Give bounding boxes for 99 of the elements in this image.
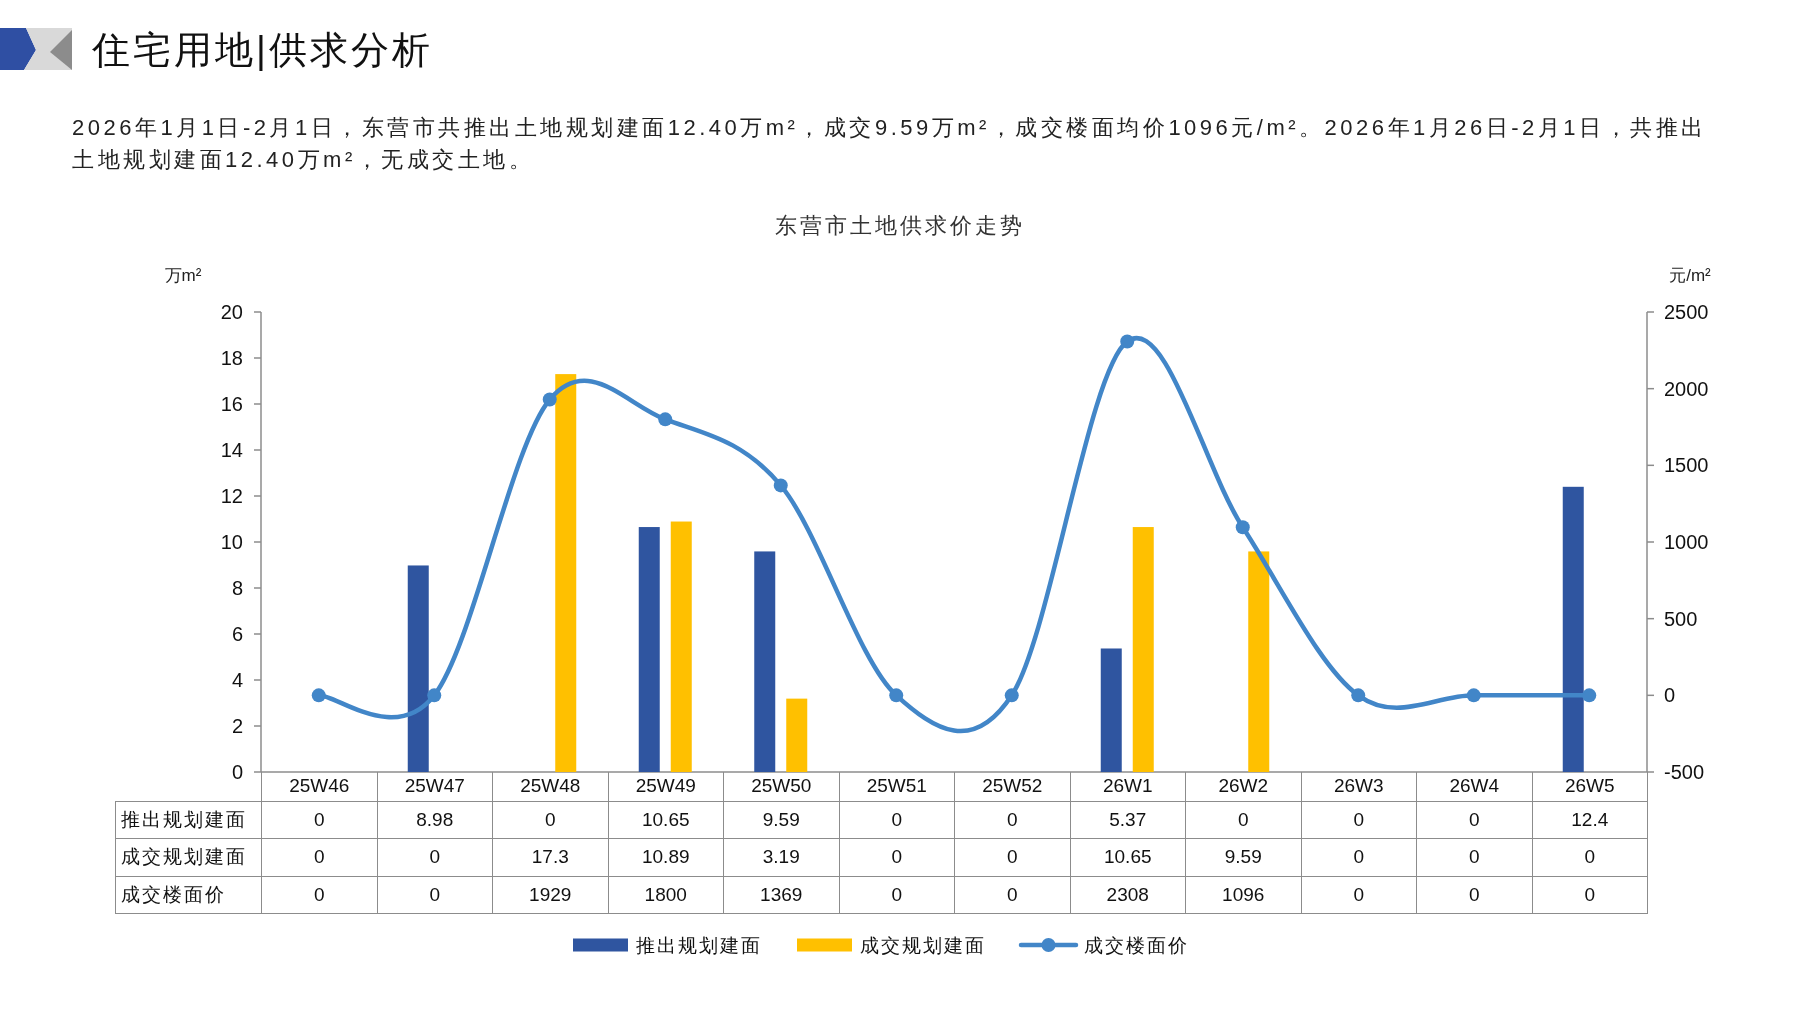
- y2-tick-label: 500: [1664, 607, 1698, 630]
- data-label: 0: [1468, 846, 1480, 868]
- bar: [555, 374, 577, 772]
- bar: [786, 698, 808, 772]
- y-tick-label: 14: [220, 439, 243, 461]
- bar: [638, 527, 660, 772]
- y-tick-label: 10: [220, 531, 243, 553]
- data-label: 0: [891, 883, 903, 905]
- data-label: 0: [1353, 883, 1365, 905]
- y2-tick-label: 1000: [1664, 531, 1709, 553]
- legend-label: 成交楼面价: [1084, 935, 1189, 956]
- data-label: 0: [313, 808, 325, 830]
- data-label: 10.65: [641, 808, 690, 830]
- data-label: 12.4: [1571, 808, 1609, 830]
- data-label: 0: [313, 883, 325, 905]
- data-label: 0: [1584, 883, 1596, 905]
- data-label: 0: [1237, 808, 1249, 830]
- x-tick-label: 25W48: [520, 775, 581, 797]
- bar: [754, 551, 776, 772]
- data-label: 0: [891, 808, 903, 830]
- y2-tick-label: 0: [1664, 684, 1676, 707]
- point: [1582, 688, 1597, 703]
- x-tick-label: 26W2: [1218, 775, 1269, 797]
- data-label: 10.89: [641, 846, 690, 868]
- data-label: 1929: [529, 883, 572, 905]
- y-tick-label: 8: [231, 577, 243, 599]
- data-label: 0: [429, 883, 441, 905]
- x-tick-label: 26W5: [1564, 775, 1615, 797]
- point: [1120, 334, 1135, 349]
- point: [1466, 688, 1481, 703]
- y-tick-label: 20: [220, 301, 243, 323]
- bar: [1562, 486, 1584, 772]
- y2-tick-label: 2500: [1664, 301, 1709, 323]
- text: 推出规划建面: [121, 808, 247, 830]
- data-label: 1096: [1222, 883, 1265, 905]
- point: [1351, 688, 1366, 703]
- y2-axis-title: 元/m²: [1669, 266, 1712, 285]
- x-tick-label: 25W51: [866, 775, 927, 797]
- x-tick-label: 26W1: [1102, 775, 1153, 797]
- point: [427, 688, 442, 703]
- text: 成交楼面价: [121, 883, 226, 905]
- data-label: 0: [1353, 846, 1365, 868]
- data-label: 0: [429, 846, 441, 868]
- data-label: 9.59: [1224, 846, 1262, 868]
- data-label: 0: [1468, 883, 1480, 905]
- data-label: 0: [544, 808, 556, 830]
- bar: [1248, 551, 1270, 772]
- y-tick-label: 16: [220, 393, 243, 415]
- x-tick-label: 25W49: [635, 775, 696, 797]
- y2-tick-label: 1500: [1664, 454, 1709, 477]
- bar: [670, 521, 692, 772]
- x-tick-label: 25W52: [982, 775, 1043, 797]
- data-label: 8.98: [416, 808, 454, 830]
- text: 成交规划建面: [121, 846, 247, 868]
- text: 住宅用地|供求分析: [91, 29, 433, 71]
- chart-title: 东营市土地供求价走势: [775, 213, 1025, 238]
- data-label: 1800: [644, 883, 687, 905]
- data-label: 0: [1353, 808, 1365, 830]
- x-tick-label: 26W3: [1333, 775, 1384, 797]
- x-tick-label: 25W50: [751, 775, 812, 797]
- data-label: 1369: [760, 883, 803, 905]
- y-tick-label: 4: [231, 669, 243, 691]
- data-label: 0: [1468, 808, 1480, 830]
- bar: [1100, 648, 1122, 772]
- data-label: 10.65: [1103, 846, 1152, 868]
- point: [773, 478, 788, 493]
- data-label: 9.59: [762, 808, 800, 830]
- bar: [407, 565, 429, 772]
- y-axis-title: 万m²: [164, 266, 202, 285]
- point: [542, 392, 557, 407]
- point: [311, 688, 326, 703]
- y-tick-label: 18: [220, 347, 243, 369]
- data-label: 2308: [1106, 883, 1149, 905]
- y2-tick-label: 2000: [1664, 377, 1709, 400]
- x-tick-label: 25W46: [289, 775, 350, 797]
- y-tick-label: 6: [231, 623, 243, 645]
- data-label: 0: [891, 846, 903, 868]
- point: [1004, 688, 1019, 703]
- legend-label: 推出规划建面: [636, 935, 762, 956]
- y2-tick-label: -500: [1664, 761, 1705, 783]
- point: [658, 412, 673, 427]
- x-tick-label: 26W4: [1449, 775, 1500, 797]
- data-label: 0: [313, 846, 325, 868]
- point: [889, 688, 904, 703]
- data-label: 0: [1006, 846, 1018, 868]
- data-label: 3.19: [762, 846, 800, 868]
- data-label: 17.3: [531, 846, 569, 868]
- data-label: 0: [1584, 846, 1596, 868]
- point: [1235, 520, 1250, 535]
- y-tick-label: 2: [231, 715, 243, 737]
- x-tick-label: 25W47: [404, 775, 465, 797]
- data-label: 0: [1006, 808, 1018, 830]
- data-label: 5.37: [1109, 808, 1147, 830]
- data-label: 0: [1006, 883, 1018, 905]
- y-tick-label: 0: [231, 761, 243, 783]
- bar: [1132, 527, 1154, 772]
- legend-label: 成交规划建面: [860, 935, 986, 956]
- text: 2026年1月1日-2月1日，东营市共推出土地规划建面12.40万m²，成交9.59万m²，成交楼面均价1096元/m²。2026年1月26日-2月1日，共推出土地规划建面12.40万m²，无成交土地。: [72, 114, 1708, 174]
- y-tick-label: 12: [220, 485, 243, 507]
